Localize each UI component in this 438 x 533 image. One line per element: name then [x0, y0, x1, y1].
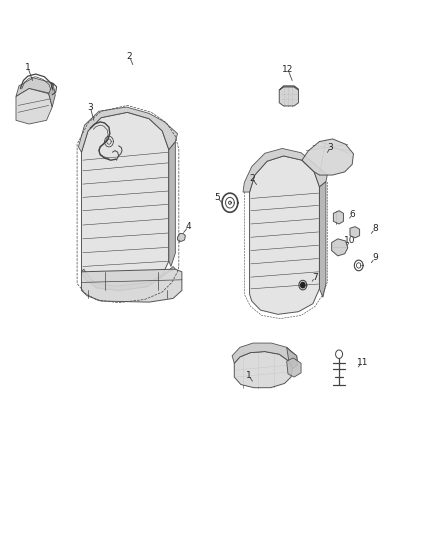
- Text: 10: 10: [344, 237, 356, 246]
- Polygon shape: [81, 112, 169, 290]
- Polygon shape: [279, 86, 298, 90]
- Text: 2: 2: [127, 52, 132, 61]
- Polygon shape: [16, 88, 52, 124]
- Text: 3: 3: [328, 143, 333, 152]
- Text: 5: 5: [214, 193, 220, 202]
- Text: 11: 11: [357, 358, 368, 367]
- Polygon shape: [350, 227, 360, 238]
- Polygon shape: [279, 87, 298, 106]
- Text: 3: 3: [87, 102, 93, 111]
- Polygon shape: [243, 149, 327, 192]
- Text: 1: 1: [25, 63, 31, 71]
- Text: 9: 9: [372, 254, 378, 262]
- Text: 12: 12: [283, 66, 293, 74]
- Polygon shape: [333, 211, 343, 224]
- Polygon shape: [16, 78, 53, 96]
- Polygon shape: [332, 239, 348, 256]
- Polygon shape: [250, 156, 319, 314]
- Text: 6: 6: [350, 210, 356, 219]
- Polygon shape: [234, 352, 292, 387]
- Text: 4: 4: [186, 222, 191, 231]
- Polygon shape: [302, 139, 353, 175]
- Polygon shape: [300, 282, 305, 288]
- Text: 7: 7: [312, 273, 318, 281]
- Polygon shape: [78, 107, 177, 152]
- Polygon shape: [319, 181, 326, 297]
- Polygon shape: [81, 269, 182, 302]
- Polygon shape: [169, 142, 175, 266]
- Text: 1: 1: [246, 371, 251, 380]
- Text: 8: 8: [372, 224, 378, 233]
- Polygon shape: [49, 83, 55, 107]
- Polygon shape: [81, 266, 175, 290]
- Polygon shape: [232, 343, 297, 368]
- Text: 2: 2: [249, 174, 255, 183]
- Polygon shape: [177, 233, 185, 241]
- Polygon shape: [287, 348, 297, 368]
- Polygon shape: [287, 358, 301, 377]
